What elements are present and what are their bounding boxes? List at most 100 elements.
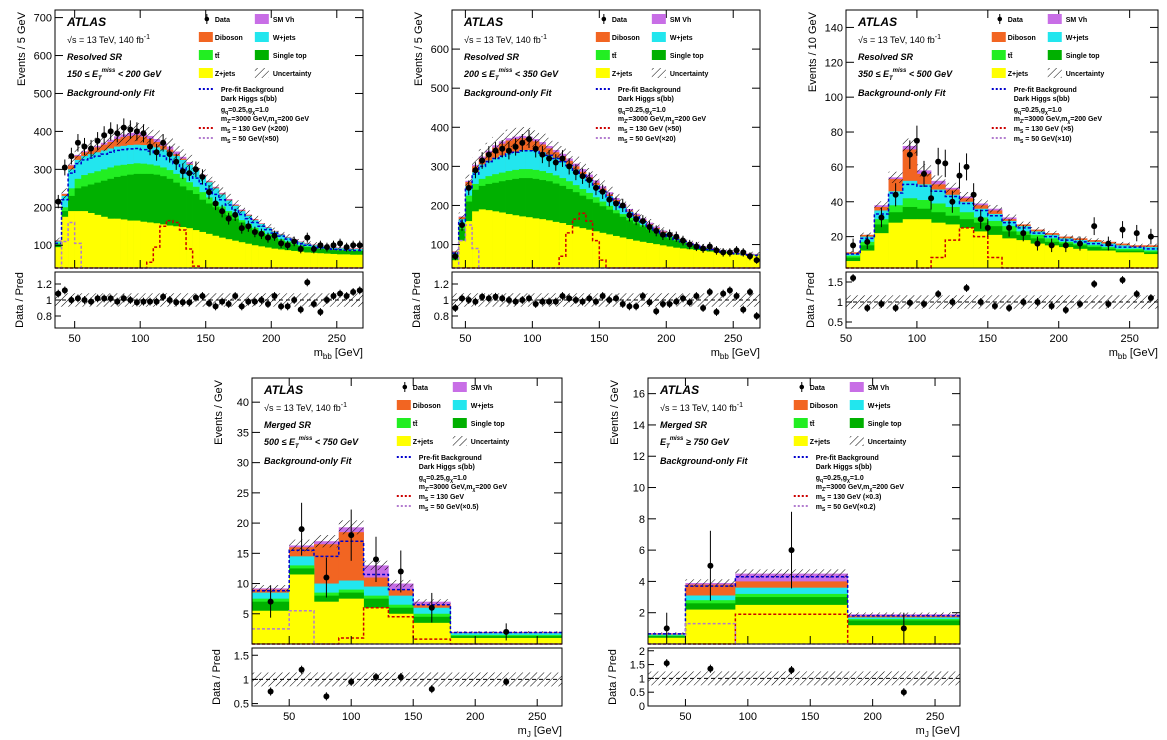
ratio-point — [559, 293, 566, 299]
ratio-point — [579, 298, 586, 305]
fit-label: Background-only Fit — [858, 88, 947, 98]
legend-smvh-label: SM Vh — [273, 17, 294, 24]
zjets-bar — [498, 212, 506, 268]
zjets-bar — [192, 230, 200, 268]
ratio-point — [267, 688, 274, 695]
data-point — [297, 246, 304, 253]
data-point — [1048, 242, 1055, 249]
legend-single-top-label: Single top — [273, 53, 307, 60]
zjets-bar — [478, 209, 486, 268]
zjets-bar — [450, 637, 563, 644]
zjets-bar — [74, 211, 82, 268]
data-point — [626, 212, 633, 219]
ratio-point — [673, 298, 680, 305]
zjets-bar — [55, 247, 62, 268]
legend-wjets-label: W+jets — [273, 35, 296, 42]
panel-3: 20 40 60 80 100 120 140 Events / 10 GeV 0.5 1 1.5 D… — [805, 9, 1159, 361]
data-point — [343, 244, 350, 251]
data-point — [258, 230, 265, 237]
legend-uncertainty-label: Uncertainty — [1066, 71, 1105, 78]
legend-masses: mZ'=3000 GeV,mχ=200 GeV — [419, 484, 508, 493]
legend-diboson-label: Diboson — [215, 35, 243, 42]
uncertainty-band — [179, 149, 187, 165]
y-tick-label: 500 — [34, 88, 52, 100]
met-label: 500 ≤ ETmiss < 750 GeV — [264, 436, 359, 450]
data-point — [746, 253, 753, 260]
data-point — [1062, 242, 1069, 249]
ratio-point — [1119, 277, 1126, 283]
y-tick-label: 40 — [831, 197, 843, 209]
legend-wjets-swatch — [452, 400, 467, 410]
uncertainty-band — [458, 212, 466, 221]
ratio-point — [212, 303, 219, 310]
ratio-point — [680, 295, 686, 302]
legend-ms50-label: mS = 50 GeV(×0.2) — [816, 504, 876, 513]
data-point — [1034, 240, 1041, 247]
zjets-bar — [314, 601, 340, 644]
zjets-bar — [585, 229, 593, 268]
zjets-bar — [107, 218, 115, 268]
data-point — [956, 172, 963, 179]
legend-single-top-label: Single top — [1066, 53, 1100, 60]
zjets-bar — [140, 221, 148, 268]
zjets-bar — [902, 219, 918, 268]
data-point — [61, 164, 68, 171]
zjets-bar — [525, 217, 533, 268]
uncertainty-band — [1129, 243, 1144, 247]
legend-data-label: Data — [215, 17, 230, 24]
ratio-point — [428, 686, 435, 693]
data-point — [900, 625, 907, 632]
legend-single-top-swatch — [849, 418, 864, 428]
zjets-bar — [726, 253, 734, 268]
data-point — [304, 234, 311, 241]
data-point — [219, 208, 226, 215]
ratio-point — [1077, 301, 1083, 307]
ratio-point — [472, 298, 479, 305]
x-tick-label: 250 — [1120, 333, 1138, 345]
legend-prefit-label: Pre-fit Background — [1014, 87, 1077, 94]
legend-data-label: Data — [810, 385, 825, 392]
legend-masses: mZ'=3000 GeV,mχ=200 GeV — [816, 484, 905, 493]
data-point — [271, 232, 278, 239]
data-point — [238, 225, 245, 232]
data-point — [680, 237, 686, 244]
data-point — [232, 211, 239, 218]
y-tick-label: 2 — [639, 608, 645, 620]
y-tick-label: 200 — [431, 200, 449, 212]
legend-data-marker — [799, 384, 805, 390]
ratio-point — [317, 309, 324, 315]
ratio-point — [733, 293, 740, 299]
ratio-point — [977, 299, 984, 305]
uncertainty-band — [186, 154, 193, 170]
zjets-bar — [485, 210, 493, 268]
ratio-point — [348, 678, 355, 685]
uncertainty-band — [973, 199, 988, 208]
energy-label: √s = 13 TeV, 140 fb-1 — [660, 402, 743, 413]
legend-ttbar-label: tt̄ — [810, 419, 815, 428]
ratio-tick-label: 1.2 — [37, 279, 52, 291]
legend-wjets-label: W+jets — [868, 403, 891, 410]
ratio-point — [991, 303, 998, 309]
zjets-bar — [297, 251, 305, 268]
data-point — [166, 151, 173, 158]
ratio-point — [633, 303, 640, 310]
legend-uncertainty-label: Uncertainty — [868, 439, 907, 446]
zjets-bar — [205, 233, 213, 268]
data-point — [278, 240, 285, 247]
data-point — [1105, 240, 1112, 247]
data-point — [337, 240, 344, 247]
uncertainty-band — [592, 174, 600, 187]
zjets-bar — [706, 251, 714, 268]
y-tick-label: 600 — [34, 51, 52, 63]
data-point — [970, 191, 977, 198]
data-point — [350, 242, 357, 249]
legend-masses: mZ'=3000 GeV,mχ=200 GeV — [221, 116, 310, 125]
zjets-bar — [539, 219, 547, 268]
single_top-bar — [153, 174, 161, 268]
data-point — [81, 143, 88, 150]
met-label: 200 ≤ ETmiss < 350 GeV — [463, 68, 559, 82]
legend-zjets-label: Z+jets — [612, 71, 633, 78]
ratio-point — [397, 674, 404, 680]
legend-ms130-label: mS = 130 GeV (×0.3) — [816, 494, 882, 503]
